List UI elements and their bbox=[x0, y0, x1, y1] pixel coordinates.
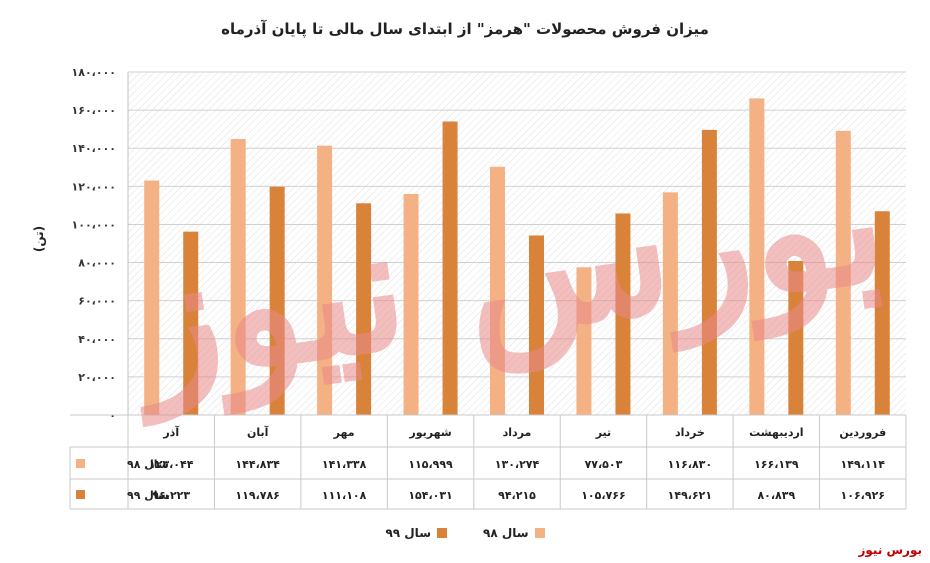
y-tick-label: ۱۶۰،۰۰۰ bbox=[72, 104, 116, 117]
legend: سال ۹۸ سال ۹۹ bbox=[0, 526, 930, 540]
category-label: شهریور bbox=[408, 426, 451, 439]
bar bbox=[835, 130, 851, 416]
data-label: ۱۱۱،۱۰۸ bbox=[322, 489, 367, 502]
y-tick-label: ۱۴۰،۰۰۰ bbox=[72, 142, 116, 155]
bar bbox=[144, 180, 160, 415]
category-label: آبان bbox=[247, 425, 269, 439]
category-label: مهر bbox=[333, 426, 355, 439]
series-row-label: سال ۹۹ bbox=[127, 489, 169, 502]
plot-area-background bbox=[128, 72, 906, 415]
legend-swatch-99 bbox=[437, 528, 447, 538]
data-label: ۱۱۶،۸۳۰ bbox=[668, 458, 712, 471]
data-label: ۱۱۹،۷۸۶ bbox=[235, 489, 279, 502]
bar bbox=[403, 193, 419, 415]
category-label: فروردین bbox=[839, 426, 886, 439]
data-label: ۱۶۶،۱۳۹ bbox=[754, 458, 799, 471]
category-label: مرداد bbox=[503, 426, 532, 439]
y-tick-label: ۲۰،۰۰۰ bbox=[78, 371, 116, 384]
table-swatch bbox=[76, 459, 85, 468]
y-tick-label: ۸۰،۰۰۰ bbox=[78, 257, 116, 270]
legend-swatch-98 bbox=[534, 528, 545, 538]
category-label: اردیبهشت bbox=[749, 426, 803, 439]
bar bbox=[529, 235, 544, 415]
category-label: آذر bbox=[162, 425, 179, 439]
bar bbox=[317, 145, 333, 415]
bar bbox=[442, 121, 458, 415]
data-label: ۹۶،۲۲۳ bbox=[152, 489, 190, 502]
bar bbox=[356, 203, 372, 415]
data-label: ۷۷،۵۰۳ bbox=[585, 458, 623, 471]
legend-item-98: سال ۹۸ bbox=[483, 526, 545, 540]
data-label: ۱۴۹،۱۱۴ bbox=[841, 458, 886, 471]
bars bbox=[144, 98, 890, 416]
data-label: ۸۰،۸۳۹ bbox=[757, 489, 795, 502]
bar bbox=[662, 192, 678, 415]
category-label: خرداد bbox=[675, 426, 705, 439]
y-tick-label: ۱۲۰،۰۰۰ bbox=[72, 180, 116, 193]
y-tick-label: ۶۰،۰۰۰ bbox=[78, 295, 116, 308]
legend-label-99: سال ۹۹ bbox=[385, 526, 431, 540]
data-label: ۱۰۶،۹۲۶ bbox=[841, 489, 885, 502]
y-tick-label: ۱۰۰،۰۰۰ bbox=[72, 218, 116, 231]
bar bbox=[269, 186, 285, 415]
data-label: ۹۴،۲۱۵ bbox=[498, 489, 536, 502]
table-swatch bbox=[76, 490, 85, 499]
bar bbox=[576, 267, 592, 415]
data-label: ۱۴۹،۶۲۱ bbox=[668, 489, 712, 502]
data-label: ۱۰۵،۷۶۶ bbox=[581, 489, 625, 502]
chart-title: میزان فروش محصولات "هرمز" از ابتدای سال … bbox=[221, 20, 709, 38]
data-label: ۱۴۱،۳۳۸ bbox=[322, 458, 367, 471]
series-row-label: سال ۹۸ bbox=[127, 458, 169, 471]
y-tick-label: ۱۸۰،۰۰۰ bbox=[72, 66, 116, 79]
data-label: ۱۳۰،۲۷۴ bbox=[495, 458, 540, 471]
data-label: ۱۲۳،۰۴۴ bbox=[149, 458, 194, 471]
legend-item-99: سال ۹۹ bbox=[385, 526, 447, 540]
data-label: ۱۵۴،۰۳۱ bbox=[408, 489, 452, 502]
data-label: ۱۴۴،۸۳۴ bbox=[235, 458, 280, 471]
bar bbox=[749, 98, 765, 415]
bar bbox=[701, 129, 717, 416]
y-tick-labels: ۰۲۰،۰۰۰۴۰،۰۰۰۶۰،۰۰۰۸۰،۰۰۰۱۰۰،۰۰۰۱۲۰،۰۰۰۱… bbox=[72, 66, 116, 422]
bar bbox=[788, 260, 804, 415]
brand-label: بورس نیوز bbox=[858, 543, 922, 557]
bar bbox=[230, 139, 246, 415]
bar bbox=[615, 213, 631, 415]
bar bbox=[490, 166, 505, 415]
y-tick-label: ۴۰،۰۰۰ bbox=[78, 333, 116, 346]
data-label: ۱۱۵،۹۹۹ bbox=[408, 458, 453, 471]
bar bbox=[183, 231, 199, 415]
legend-label-98: سال ۹۸ bbox=[483, 526, 529, 540]
bar bbox=[874, 211, 890, 415]
data-table: فروردین اردیبهشت خرداد تیر مرداد شهریور مهر آبا… bbox=[69, 414, 907, 510]
category-label: تیر bbox=[595, 426, 611, 439]
